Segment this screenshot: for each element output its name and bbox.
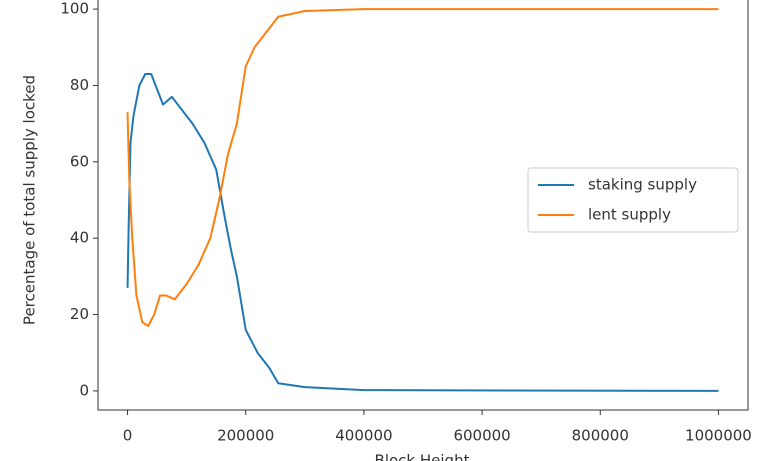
y-tick-label: 80 [70, 76, 89, 94]
legend-label: staking supply [588, 176, 697, 194]
legend-label: lent supply [588, 206, 671, 224]
x-tick-label: 800000 [572, 427, 629, 445]
y-tick-label: 20 [70, 305, 89, 323]
x-tick-label: 0 [123, 427, 133, 445]
series-line [126, 8, 719, 327]
series-line [126, 73, 719, 392]
x-tick-label: 600000 [453, 427, 510, 445]
y-tick-label: 60 [70, 152, 89, 170]
y-axis-label: Percentage of total supply locked [21, 75, 39, 325]
y-tick-label: 40 [70, 229, 89, 247]
legend-box [527, 167, 739, 233]
x-axis-label: Block Height [375, 452, 470, 461]
plot-frame [97, 0, 749, 411]
legend: staking supply lent supply [527, 167, 739, 233]
x-tick-label: 1000000 [685, 427, 752, 445]
y-tick-label: 100 [60, 0, 89, 18]
x-tick-label: 400000 [335, 427, 392, 445]
x-tick-label: 200000 [217, 427, 274, 445]
y-tick-label: 0 [79, 381, 89, 399]
